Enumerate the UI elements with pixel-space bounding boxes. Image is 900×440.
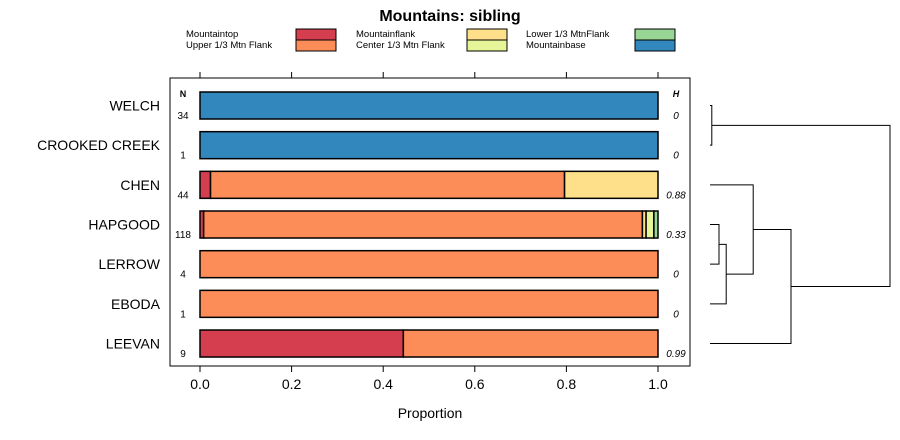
x-tick-label-1: 0.2 bbox=[282, 376, 302, 392]
category-label-hapgood: HAPGOOD bbox=[88, 217, 160, 233]
dendrogram-link-1 bbox=[710, 224, 720, 265]
category-label-chen: CHEN bbox=[120, 177, 160, 193]
chart-title: Mountains: sibling bbox=[379, 8, 520, 25]
legend-label-mountaintop: Mountaintop bbox=[186, 29, 238, 40]
dendrogram-link-2 bbox=[710, 243, 727, 305]
bar-segment-chen-mountaintop bbox=[199, 170, 212, 200]
bar-area: WELCH 34 0 CROOKED CREEK 1 0 CHEN 44 0.88 HAPGOOD… bbox=[37, 91, 686, 360]
x-tick-label-3: 0.6 bbox=[465, 376, 485, 392]
dendrogram-link-4 bbox=[710, 228, 792, 345]
n-value-eboda: 1 bbox=[180, 309, 186, 320]
category-label-lerrow: LERROW bbox=[99, 256, 161, 272]
legend-label-lower-1-3-mtnflank: Lower 1/3 MtnFlank bbox=[526, 29, 610, 40]
x-tick-label-4: 0.8 bbox=[557, 376, 577, 392]
bar-segment-chen-mountainflank bbox=[563, 170, 659, 200]
n-value-leevan: 9 bbox=[180, 349, 186, 360]
category-label-leevan: LEEVAN bbox=[106, 336, 160, 352]
n-value-lerrow: 4 bbox=[180, 270, 186, 281]
category-label-crooked-creek: CROOKED CREEK bbox=[37, 137, 161, 153]
legend-swatch-upper-1-3-mtn-flank bbox=[295, 39, 337, 52]
x-tick-label-0: 0.0 bbox=[190, 376, 210, 392]
category-label-welch: WELCH bbox=[109, 98, 160, 114]
bar-segment-eboda-upper-1-3-mtn-flank bbox=[199, 289, 659, 319]
n-value-crooked-creek: 1 bbox=[180, 151, 186, 162]
plot-frame bbox=[169, 77, 691, 367]
h-header: H bbox=[673, 89, 680, 99]
h-value-crooked-creek: 0 bbox=[673, 151, 679, 162]
bar-segment-hapgood-center-1-3-mtn-flank bbox=[645, 210, 655, 239]
n-value-chen: 44 bbox=[177, 190, 189, 201]
bar-segment-leevan-mountaintop bbox=[199, 329, 405, 358]
category-label-eboda: EBODA bbox=[111, 296, 161, 312]
h-value-eboda: 0 bbox=[673, 309, 679, 320]
x-axis: 0.0 0.2 0.4 0.6 0.8 1.0 bbox=[190, 72, 668, 392]
n-value-welch: 34 bbox=[177, 111, 189, 122]
x-tick-label-2: 0.4 bbox=[373, 376, 393, 392]
n-header: N bbox=[180, 89, 187, 99]
legend-label-mountainflank: Mountainflank bbox=[356, 29, 415, 40]
legend-swatch-lower-1-3-mtnflank bbox=[634, 28, 676, 41]
legend-label-mountainbase: Mountainbase bbox=[526, 40, 586, 51]
legend-label-upper-1-3-mtn-flank: Upper 1/3 Mtn Flank bbox=[186, 40, 272, 51]
dendrogram-link-5 bbox=[711, 124, 891, 287]
legend-swatch-mountaintop bbox=[295, 28, 337, 41]
bar-segment-lerrow-upper-1-3-mtn-flank bbox=[199, 249, 659, 279]
dendrogram-link-0 bbox=[710, 105, 713, 146]
x-tick-label-5: 1.0 bbox=[648, 376, 668, 392]
legend-swatch-mountainflank bbox=[466, 28, 508, 41]
h-value-leevan: 0.99 bbox=[666, 349, 686, 360]
h-value-chen: 0.88 bbox=[666, 190, 686, 201]
bar-segment-leevan-upper-1-3-mtn-flank bbox=[402, 329, 659, 358]
bar-segment-welch-mountainbase bbox=[199, 91, 659, 120]
bar-segment-hapgood-upper-1-3-mtn-flank bbox=[202, 210, 644, 239]
dendrogram bbox=[710, 105, 891, 345]
x-axis-label: Proportion bbox=[398, 405, 463, 421]
bar-segment-chen-upper-1-3-mtn-flank bbox=[209, 170, 566, 200]
bar-segment-crooked-creek-mountainbase bbox=[199, 130, 659, 160]
h-value-hapgood: 0.33 bbox=[666, 230, 686, 241]
n-value-hapgood: 118 bbox=[175, 230, 191, 241]
bar-segment-hapgood-lower-1-3-mtnflank bbox=[653, 210, 659, 239]
legend-swatch-center-1-3-mtn-flank bbox=[466, 39, 508, 52]
h-value-welch: 0 bbox=[673, 111, 679, 122]
legend-label-center-1-3-mtn-flank: Center 1/3 Mtn Flank bbox=[356, 40, 445, 51]
dendrogram-link-3 bbox=[710, 184, 754, 275]
legend-swatch-mountainbase bbox=[634, 39, 676, 52]
h-value-lerrow: 0 bbox=[673, 270, 679, 281]
